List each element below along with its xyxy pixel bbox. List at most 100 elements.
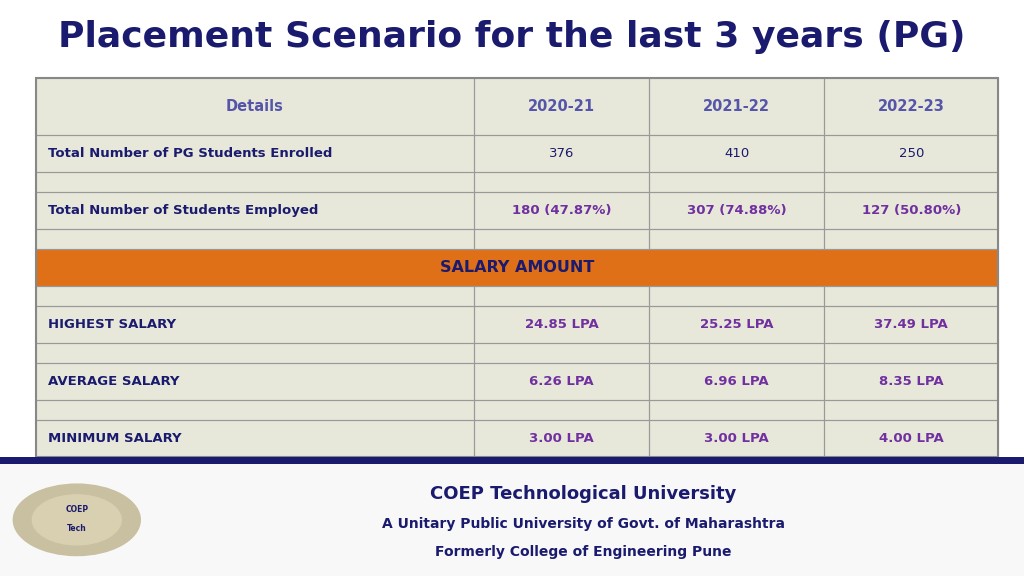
Bar: [36, 249, 998, 286]
Bar: [649, 78, 824, 135]
Bar: [649, 286, 824, 306]
Bar: [36, 420, 474, 457]
Bar: [649, 172, 824, 192]
Bar: [824, 286, 998, 306]
Text: MINIMUM SALARY: MINIMUM SALARY: [48, 432, 181, 445]
Bar: [649, 192, 824, 229]
Bar: [36, 135, 474, 172]
Bar: [649, 135, 824, 172]
Bar: [649, 343, 824, 363]
Bar: [649, 363, 824, 400]
Bar: [649, 400, 824, 420]
Bar: [824, 229, 998, 249]
Bar: [474, 192, 649, 229]
Bar: [824, 229, 998, 249]
Text: Details: Details: [226, 98, 284, 114]
Bar: [824, 400, 998, 420]
Text: 37.49 LPA: 37.49 LPA: [874, 318, 948, 331]
Bar: [0, 457, 1024, 464]
Text: A Unitary Public University of Govt. of Maharashtra: A Unitary Public University of Govt. of …: [382, 517, 785, 532]
Bar: [649, 286, 824, 306]
Bar: [36, 78, 998, 457]
Bar: [824, 78, 998, 135]
Bar: [824, 135, 998, 172]
Bar: [474, 306, 649, 343]
Bar: [824, 306, 998, 343]
Bar: [824, 286, 998, 306]
Bar: [36, 363, 474, 400]
Bar: [36, 286, 474, 306]
Bar: [649, 363, 824, 400]
Text: AVERAGE SALARY: AVERAGE SALARY: [48, 375, 179, 388]
Bar: [36, 192, 474, 229]
Bar: [474, 400, 649, 420]
Text: 307 (74.88%): 307 (74.88%): [687, 204, 786, 217]
Text: 6.96 LPA: 6.96 LPA: [705, 375, 769, 388]
Bar: [824, 172, 998, 192]
Bar: [474, 363, 649, 400]
Bar: [36, 172, 474, 192]
Bar: [36, 78, 474, 135]
Text: Tech: Tech: [67, 524, 87, 533]
Text: 250: 250: [899, 147, 924, 160]
Bar: [649, 229, 824, 249]
Bar: [36, 78, 998, 457]
Text: Total Number of Students Employed: Total Number of Students Employed: [48, 204, 318, 217]
Bar: [474, 192, 649, 229]
Bar: [649, 192, 824, 229]
Bar: [36, 249, 998, 286]
Text: 6.26 LPA: 6.26 LPA: [529, 375, 594, 388]
Text: 410: 410: [724, 147, 750, 160]
Bar: [474, 286, 649, 306]
Bar: [474, 172, 649, 192]
Text: COEP: COEP: [66, 505, 88, 514]
Bar: [36, 343, 474, 363]
Bar: [824, 192, 998, 229]
Bar: [649, 306, 824, 343]
Text: 127 (50.80%): 127 (50.80%): [861, 204, 961, 217]
Bar: [649, 135, 824, 172]
Bar: [36, 135, 474, 172]
Text: COEP Technological University: COEP Technological University: [430, 485, 737, 503]
Bar: [474, 78, 649, 135]
Circle shape: [13, 484, 140, 555]
Bar: [824, 420, 998, 457]
Bar: [824, 135, 998, 172]
Text: Formerly College of Engineering Pune: Formerly College of Engineering Pune: [435, 544, 732, 559]
Bar: [36, 192, 474, 229]
Bar: [649, 343, 824, 363]
Bar: [36, 306, 474, 343]
Bar: [474, 306, 649, 343]
Text: 24.85 LPA: 24.85 LPA: [524, 318, 598, 331]
Text: 180 (47.87%): 180 (47.87%): [512, 204, 611, 217]
Bar: [474, 78, 649, 135]
Bar: [824, 400, 998, 420]
Bar: [649, 78, 824, 135]
Bar: [474, 400, 649, 420]
Bar: [824, 192, 998, 229]
Bar: [824, 343, 998, 363]
Text: 2021-22: 2021-22: [703, 98, 770, 114]
Bar: [824, 172, 998, 192]
Bar: [474, 343, 649, 363]
Bar: [649, 420, 824, 457]
Bar: [649, 172, 824, 192]
Bar: [36, 229, 474, 249]
Text: 3.00 LPA: 3.00 LPA: [705, 432, 769, 445]
Text: HIGHEST SALARY: HIGHEST SALARY: [48, 318, 176, 331]
Circle shape: [33, 495, 121, 545]
Bar: [649, 400, 824, 420]
Bar: [474, 343, 649, 363]
Bar: [649, 306, 824, 343]
Bar: [474, 172, 649, 192]
Bar: [36, 400, 474, 420]
Bar: [36, 420, 474, 457]
Bar: [474, 363, 649, 400]
Text: 25.25 LPA: 25.25 LPA: [699, 318, 773, 331]
Text: 4.00 LPA: 4.00 LPA: [879, 432, 944, 445]
Bar: [0, 464, 1024, 576]
Text: 8.35 LPA: 8.35 LPA: [879, 375, 943, 388]
Text: 376: 376: [549, 147, 574, 160]
Bar: [36, 286, 474, 306]
Text: 3.00 LPA: 3.00 LPA: [529, 432, 594, 445]
